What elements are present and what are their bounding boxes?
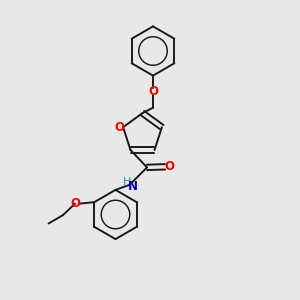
Text: O: O	[164, 160, 175, 173]
Text: O: O	[114, 121, 124, 134]
Text: O: O	[148, 85, 158, 98]
Text: N: N	[128, 179, 138, 193]
Text: O: O	[70, 197, 80, 210]
Text: H: H	[123, 177, 131, 188]
